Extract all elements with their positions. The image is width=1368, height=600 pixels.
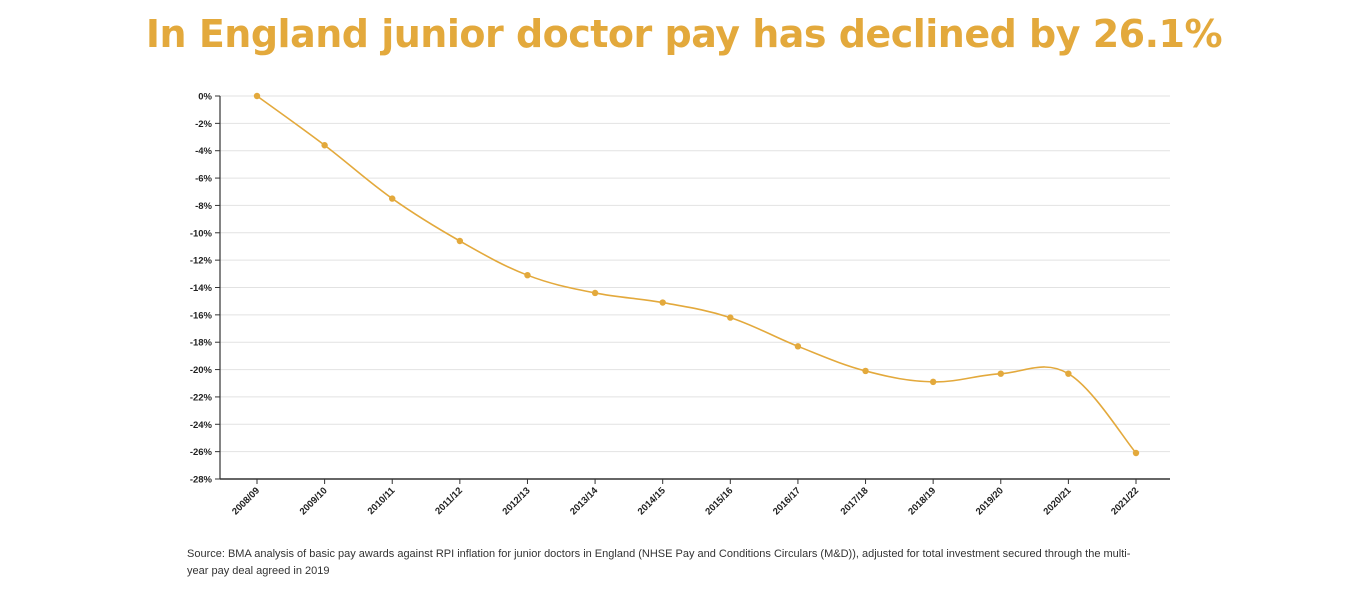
data-point-2016-17 bbox=[794, 343, 802, 350]
y-tick-label: -6% bbox=[195, 174, 212, 185]
y-tick-label: -4% bbox=[195, 146, 212, 157]
y-tick-label: -14% bbox=[190, 283, 213, 294]
data-point-2019-20 bbox=[997, 370, 1004, 377]
y-tick-label: -2% bbox=[195, 119, 212, 130]
data-point-2014-15 bbox=[659, 299, 666, 306]
data-point-2008-09 bbox=[253, 92, 261, 100]
data-point-2012-13 bbox=[524, 271, 531, 279]
x-tick-label: 2017/18 bbox=[839, 485, 871, 517]
y-tick-label: -26% bbox=[190, 447, 213, 458]
y-tick-label: -22% bbox=[190, 392, 213, 403]
y-tick-label: -8% bbox=[195, 201, 212, 212]
data-point-2021-22 bbox=[1132, 449, 1140, 457]
data-point-2011-12 bbox=[456, 237, 464, 245]
x-tick-label: 2012/13 bbox=[501, 485, 533, 517]
data-point-2018-19 bbox=[929, 378, 937, 386]
x-tick-label: 2013/14 bbox=[568, 485, 601, 518]
x-tick-label: 2008/09 bbox=[230, 485, 262, 517]
x-tick-label: 2021/22 bbox=[1109, 485, 1141, 517]
x-tick-label: 2014/15 bbox=[636, 485, 669, 518]
x-axis-ticks: 2008/09 2009/10 2010/11 2011/12 2012/13 2013/… bbox=[230, 479, 1141, 517]
gridlines bbox=[220, 95, 1170, 453]
x-tick-label: 2015/16 bbox=[703, 485, 735, 517]
chart-title: In England junior doctor pay has decline… bbox=[145, 12, 1223, 56]
y-tick-label: -28% bbox=[190, 475, 213, 486]
y-tick-label: -12% bbox=[190, 256, 213, 267]
y-tick-label: -10% bbox=[190, 228, 213, 239]
y-tick-label: -16% bbox=[190, 310, 213, 321]
source-note: Source: BMA analysis of basic pay awards… bbox=[187, 548, 1131, 577]
x-tick-label: 2009/10 bbox=[298, 485, 330, 517]
y-tick-label: -20% bbox=[190, 365, 213, 376]
data-point-2017-18 bbox=[862, 367, 869, 375]
x-tick-label: 2010/11 bbox=[366, 485, 398, 517]
data-point-2010-11 bbox=[389, 195, 396, 202]
series-path bbox=[256, 95, 1137, 454]
y-tick-label: -24% bbox=[190, 420, 213, 431]
x-tick-label: 2018/19 bbox=[906, 485, 938, 517]
data-points bbox=[253, 92, 1140, 457]
data-point-2013-14 bbox=[591, 289, 599, 297]
data-point-2020-21 bbox=[1065, 370, 1072, 377]
x-tick-label: 2016/17 bbox=[771, 485, 803, 517]
x-tick-label: 2019/20 bbox=[974, 485, 1006, 517]
y-tick-label: -18% bbox=[190, 338, 213, 349]
data-point-2015-16 bbox=[727, 314, 734, 321]
y-axis-ticks: 0% -2% -4% -6% -8% -10% -12% -14% -16% -18% -20% -2… bbox=[190, 92, 220, 486]
y-tick-label: 0% bbox=[198, 92, 212, 103]
series-line bbox=[256, 95, 1137, 454]
data-point-2009-10 bbox=[321, 142, 328, 149]
x-tick-label: 2011/12 bbox=[433, 485, 465, 517]
x-tick-label: 2020/21 bbox=[1041, 485, 1074, 518]
